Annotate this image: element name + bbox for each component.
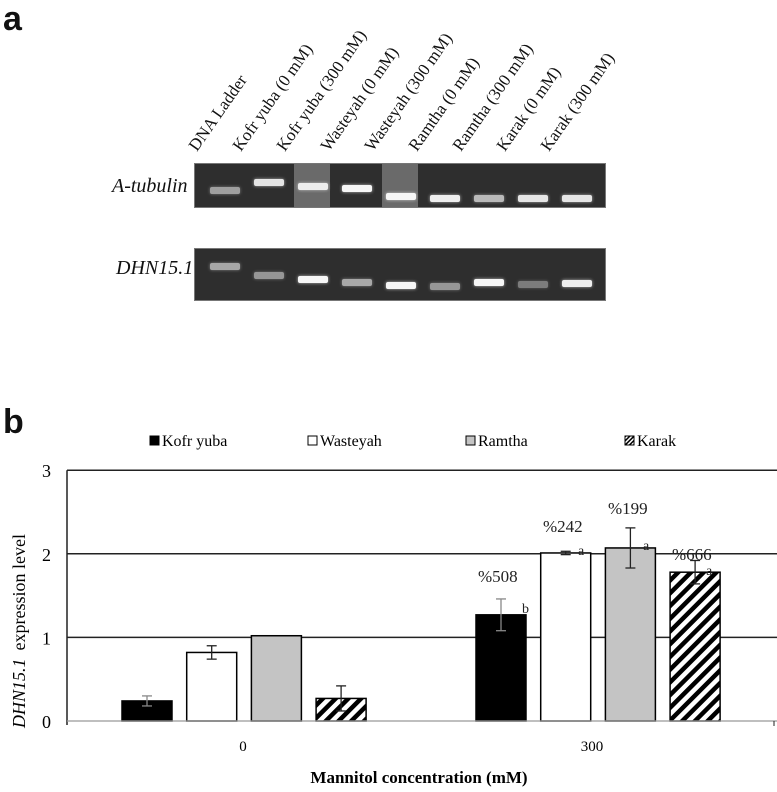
percent-annotation: %242 — [543, 517, 583, 536]
chart-legend: Kofr yuba Wasteyah Ramtha Karak — [149, 433, 676, 450]
gel-band — [518, 281, 548, 288]
legend-label: Ramtha — [478, 433, 528, 450]
gel-band — [254, 272, 284, 279]
gel-band — [474, 195, 504, 202]
legend-label: Wasteyah — [320, 433, 382, 450]
legend-swatch-icon — [624, 435, 635, 446]
bar — [669, 571, 721, 722]
legend-label: Kofr yuba — [162, 433, 227, 450]
gel-band — [562, 280, 592, 287]
percent-annotation: %199 — [608, 499, 648, 518]
legend-label: Karak — [637, 433, 676, 450]
legend-swatch-icon — [149, 435, 160, 446]
y-tick-label: 3 — [42, 461, 51, 481]
gel-band — [254, 179, 284, 186]
gel-band — [386, 282, 416, 289]
bar — [185, 651, 238, 722]
gene-label-a-tubulin: A-tubulin — [112, 175, 188, 197]
y-tick-label: 2 — [42, 545, 51, 565]
gel-a-tubulin — [194, 163, 606, 208]
panel-a-letter: a — [3, 0, 22, 38]
gel-band — [298, 276, 328, 283]
bar — [475, 614, 527, 722]
x-axis-title: Mannitol concentration (mM) — [310, 768, 527, 787]
x-tick-label: 0 — [239, 739, 247, 755]
y-axis-title: DHN15.1expression level — [9, 534, 29, 729]
gel-band — [430, 283, 460, 290]
gridlines — [67, 469, 777, 639]
gel-band — [342, 185, 372, 192]
axes: 0 1 2 3 0 300 Mannitol concentration (mM) DHN15… — [9, 461, 777, 787]
gel-band — [518, 195, 548, 202]
percent-annotation: %666 — [672, 545, 712, 564]
gel-band — [430, 195, 460, 202]
percent-annotation: %508 — [478, 567, 518, 586]
gel-band — [474, 279, 504, 286]
gel-band — [386, 193, 416, 200]
gel-band — [298, 183, 328, 190]
significance-letter: a — [643, 539, 650, 554]
significance-letter: b — [522, 602, 529, 617]
panel-b-letter: b — [3, 403, 24, 441]
gel-band — [210, 263, 240, 270]
gel-band — [210, 187, 240, 194]
gene-label-dhn15: DHN15.1 — [116, 257, 194, 279]
legend-swatch-icon — [307, 435, 318, 446]
significance-letter: a — [706, 564, 713, 579]
x-tick-label: 300 — [581, 739, 604, 755]
y-tick-label: 1 — [42, 628, 51, 648]
significance-letter: a — [578, 544, 585, 559]
gel-band — [562, 195, 592, 202]
gel-band — [342, 279, 372, 286]
bar — [604, 547, 657, 722]
bar — [539, 552, 592, 722]
legend-swatch-icon — [465, 435, 476, 446]
bar — [250, 634, 303, 722]
gel-dhn15 — [194, 248, 606, 301]
y-tick-label: 0 — [42, 712, 51, 732]
